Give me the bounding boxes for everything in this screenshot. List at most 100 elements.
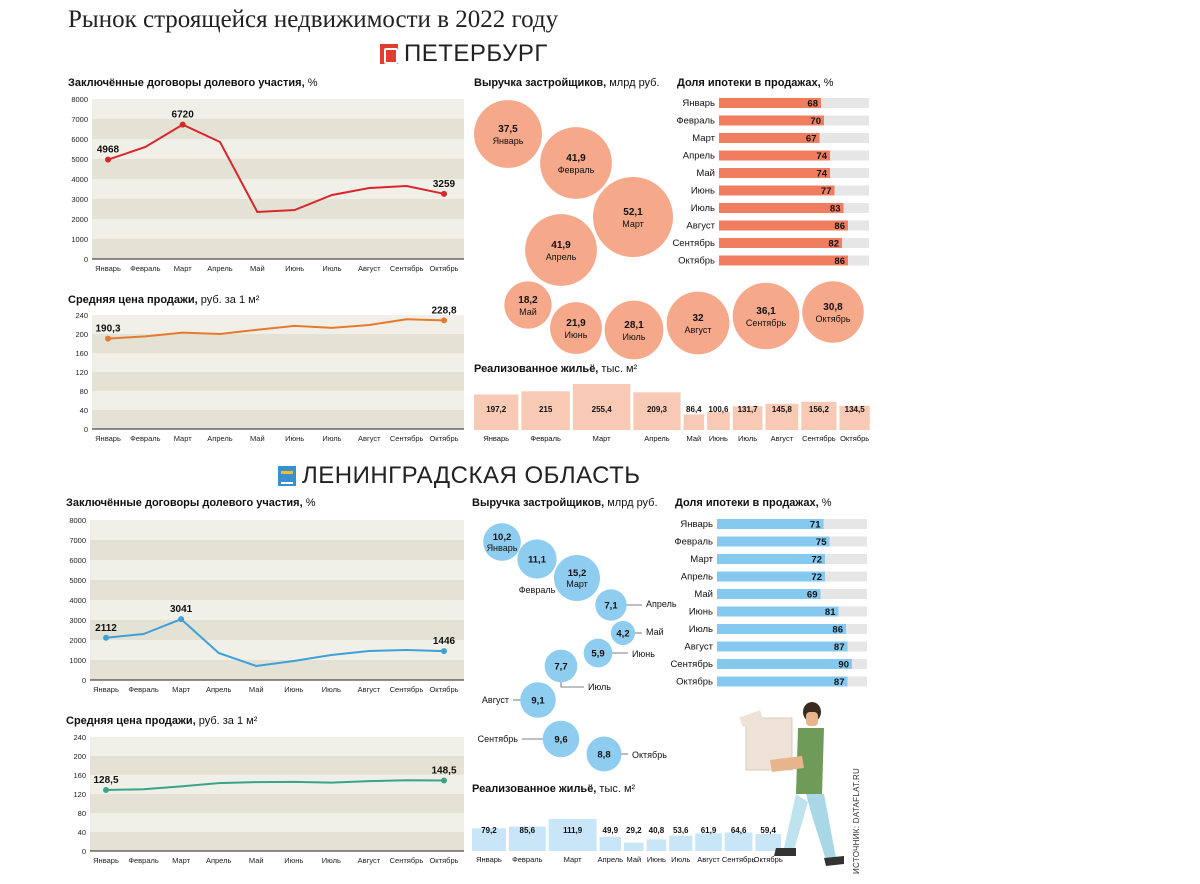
spb-price-x-tick: Апрель <box>207 434 233 443</box>
lo-revenue-month: Июль <box>588 682 611 692</box>
spb-contracts-data-point <box>105 156 111 163</box>
spb-mortgage-month-label: Август <box>686 221 715 232</box>
spb-sold-bar <box>765 403 799 430</box>
spb-sold-bar-value: 100,6 <box>708 405 729 414</box>
spb-mortgage-bar-value: 74 <box>816 151 827 162</box>
spb-contracts-x-tick: Январь <box>95 264 121 273</box>
spb-revenue-bubble <box>540 127 612 199</box>
spb-mortgage-month-label: Февраль <box>676 116 715 127</box>
lo-sold-bar-value: 85,6 <box>520 826 536 835</box>
lo-contracts-y-tick: 0 <box>82 676 86 685</box>
lo-revenue-title: Выручка застройщиков, млрд руб. <box>472 497 658 509</box>
spb-sold-bar-value: 255,4 <box>592 405 613 414</box>
spb-mortgage-bar-value: 77 <box>821 186 832 197</box>
spb-sold-bar <box>474 394 519 430</box>
region-spb-label: ПЕТЕРБУРГ <box>404 40 548 67</box>
lo-contracts-y-tick: 1000 <box>69 656 86 665</box>
lo-mortgage-month-label: Февраль <box>674 537 713 548</box>
spb-revenue-month: Июнь <box>565 330 588 340</box>
lo-revenue-month: Май <box>646 627 664 637</box>
spb-sold-bar <box>707 411 730 430</box>
lo-revenue-bubble <box>544 649 578 683</box>
lo-mortgage-bar <box>717 536 830 547</box>
spb-mortgage-month-label: Июль <box>691 203 715 214</box>
spb-sold-bar <box>633 392 681 430</box>
spb-mortgage-bar <box>719 168 830 178</box>
spb-price-y-tick: 160 <box>75 349 88 358</box>
spb-contracts-y-tick: 4000 <box>71 175 88 184</box>
spb-price-data-point <box>441 317 447 324</box>
lo-revenue-month: Апрель <box>646 599 677 609</box>
lo-revenue-value: 10,2 <box>493 532 512 543</box>
lo-revenue-value: 7,7 <box>554 662 567 673</box>
lo-contracts-y-tick: 7000 <box>69 536 86 545</box>
lo-revenue-month: Март <box>566 579 588 589</box>
spb-revenue-value: 41,9 <box>566 153 586 164</box>
lo-contracts-grid-band <box>90 560 464 580</box>
lo-price-series-line <box>105 779 445 791</box>
lo-price-y-tick: 40 <box>78 828 86 837</box>
spb-revenue-bubble <box>550 302 602 354</box>
spb-price-y-tick: 200 <box>75 330 88 339</box>
spb-price-x-tick: Февраль <box>130 434 161 443</box>
spb-mortgage-month-label: Март <box>692 133 715 144</box>
lo-sold-x-tick: Февраль <box>512 855 543 864</box>
lo-mortgage-bar <box>717 554 825 564</box>
spb-sold-bar <box>521 391 570 430</box>
spb-sold-x-tick: Апрель <box>644 434 670 443</box>
spb-price-x-tick: Сентябрь <box>390 434 424 443</box>
spb-revenue-bubble <box>504 281 552 329</box>
lo-price-title: Средняя цена продажи, руб. за 1 м² <box>66 715 258 727</box>
spb-revenue-value: 32 <box>692 313 704 324</box>
spb-mortgage-bar <box>719 98 821 108</box>
spb-mortgage-bar-value: 67 <box>806 134 817 145</box>
spb-revenue-month: Май <box>519 307 537 317</box>
lo-price-data-label: 148,5 <box>431 765 456 776</box>
lo-price-y-tick: 240 <box>73 733 86 742</box>
lo-sold-bar-value: 40,8 <box>649 826 665 835</box>
lo-contracts-title: Заключённые договоры долевого участия, % <box>66 497 316 509</box>
spb-mortgage-bar <box>719 220 848 231</box>
spb-revenue-month: Сентябрь <box>746 318 787 328</box>
lo-revenue-bubble <box>517 539 557 579</box>
lo-revenue-bubble <box>483 523 521 561</box>
lo-sold-title: Реализованное жильё, тыс. м² <box>472 783 636 795</box>
spb-price-y-tick: 0 <box>84 425 88 434</box>
spb-contracts-y-tick: 0 <box>84 255 88 264</box>
lo-revenue-bubble <box>542 720 580 758</box>
spb-revenue-bubble <box>802 281 864 343</box>
spb-price-grid-band <box>92 315 464 334</box>
spb-contracts-x-tick: Февраль <box>130 264 161 273</box>
lo-sold-bar <box>548 819 597 851</box>
lo-mortgage-bar <box>717 519 824 529</box>
lo-contracts-data-point <box>441 648 447 655</box>
spb-contracts-data-label: 3259 <box>433 179 456 190</box>
lo-revenue-month: Июнь <box>632 649 655 659</box>
lo-sold-bar-value: 61,9 <box>701 826 717 835</box>
spb-sold-title: Реализованное жильё, тыс. м² <box>474 363 638 375</box>
lo-contracts-y-tick: 4000 <box>69 596 86 605</box>
spb-contracts-series-line <box>107 123 445 214</box>
lo-sold-x-tick: Январь <box>476 855 502 864</box>
lo-contracts-x-tick: Январь <box>93 685 119 694</box>
spb-price-x-tick: Март <box>174 434 193 443</box>
spb-price-x-tick: Май <box>250 434 265 443</box>
lo-mortgage-bar-value: 90 <box>838 660 849 671</box>
lo-price-x-tick: Март <box>172 856 191 865</box>
lo-mortgage-bar-value: 69 <box>807 590 818 601</box>
lo-contracts-data-point <box>103 634 109 641</box>
spb-sold-bar-value: 145,8 <box>772 405 793 414</box>
spb-contracts-data-point <box>441 190 447 197</box>
spb-price-x-tick: Январь <box>95 434 121 443</box>
lo-sold-bar <box>724 832 753 851</box>
spb-sold-x-tick: Январь <box>483 434 509 443</box>
lo-contracts-y-tick: 6000 <box>69 556 86 565</box>
lo-price-grid-band <box>90 756 464 775</box>
lo-price-grid-band <box>90 813 464 832</box>
lo-revenue-bubble <box>583 638 613 668</box>
lo-revenue-bubble <box>595 589 627 621</box>
lo-revenue-month: Сентябрь <box>478 734 519 744</box>
lo-contracts-grid-band <box>90 660 464 680</box>
spb-revenue-value: 30,8 <box>823 302 843 313</box>
spb-mortgage-month-label: Октябрь <box>678 256 715 267</box>
